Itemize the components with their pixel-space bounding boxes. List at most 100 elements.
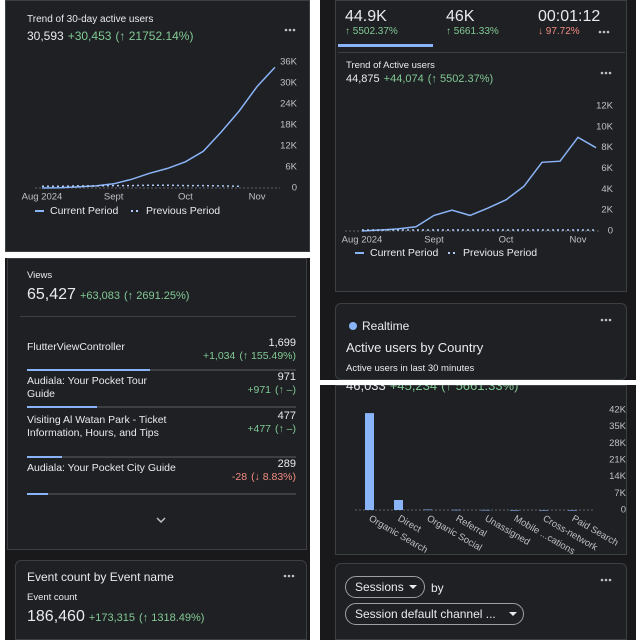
menu-icon[interactable] <box>600 578 612 582</box>
delta: +63,083 <box>79 290 121 302</box>
y-tick-label: 0 <box>621 505 626 516</box>
headline-row: 44,875 +44,074 (↑ 5502.37%) <box>346 73 493 86</box>
row-value: 1,699 <box>268 337 296 349</box>
menu-icon[interactable] <box>600 318 612 322</box>
row-change: +1,034 (↑ 155.49%) <box>199 350 296 363</box>
y-tick-label: 12K <box>596 101 614 112</box>
x-tick-label: Sept <box>424 235 444 246</box>
menu-icon[interactable] <box>598 30 610 34</box>
card-title: Trend of 30-day active users <box>27 14 154 25</box>
expand-chevron[interactable] <box>156 517 166 524</box>
x-tick-label: Oct <box>499 235 514 246</box>
headline-row: 186,460 +173,315 (↑ 1318.49%) <box>27 607 204 626</box>
delta-pct: (↑ 21752.14%) <box>115 29 194 43</box>
y-tick-label: 12K <box>280 141 298 152</box>
delta: +44,074 <box>383 73 424 85</box>
card <box>335 563 627 640</box>
y-tick-label: 6K <box>601 163 613 174</box>
headline: 186,460 <box>27 608 85 625</box>
delta: -28 <box>231 471 248 483</box>
y-tick-label: 0 <box>292 183 297 194</box>
row-change: +477 (↑ –) <box>243 423 296 436</box>
bar <box>539 510 548 511</box>
icons <box>283 28 612 582</box>
y-tick-label: 2K <box>601 205 613 216</box>
realtime-dot <box>349 322 357 330</box>
delta-pct: (↑ 1318.49%) <box>139 612 205 624</box>
card <box>15 560 307 640</box>
row-title: Visiting Al Watan Park - Ticket Informat… <box>27 414 167 439</box>
headline: 65,427 <box>27 286 76 303</box>
metric-change: ↑ 5502.37% <box>345 26 398 37</box>
card <box>7 258 307 550</box>
separator <box>310 0 320 640</box>
dropdown-label: Session default channel ... <box>355 607 496 621</box>
card-title: Active users by Country <box>346 340 484 355</box>
separator <box>320 380 640 385</box>
dimension-dropdown[interactable]: Session default channel ... <box>345 603 524 625</box>
delta-pct: (↑ 155.49%) <box>239 350 296 362</box>
delta-pct: (↑ –) <box>275 384 296 396</box>
row-title: Audiala: Your Pocket Tour Guide <box>27 375 148 400</box>
x-tick-label: Nov <box>249 192 266 203</box>
dropdown-arrow <box>409 585 417 589</box>
divider <box>20 316 296 317</box>
bar <box>423 509 432 511</box>
legend-label: Previous Period <box>146 205 220 217</box>
line-series <box>361 136 597 232</box>
metric-dropdown[interactable]: Sessions <box>345 576 425 598</box>
card-subtitle: Active users in last 30 minutes <box>346 363 475 374</box>
x-tick-label: Oct <box>178 192 193 203</box>
headline: 44,875 <box>346 73 380 85</box>
metric-label: Event count <box>27 592 78 603</box>
delta: +1,034 <box>202 350 236 362</box>
menu-icon[interactable] <box>284 28 296 32</box>
card <box>335 303 627 380</box>
x-tick-label: Nov <box>570 235 587 246</box>
row-title: Audiala: Your Pocket City Guide <box>27 462 176 474</box>
row-change: -28 (↓ 8.83%) <box>228 471 296 484</box>
legend-label: Current Period <box>370 247 438 259</box>
line-series <box>42 184 240 188</box>
y-tick-label: 10K <box>596 121 614 132</box>
bar <box>481 509 490 511</box>
delta: +173,315 <box>88 612 136 624</box>
bar <box>510 510 519 511</box>
y-tick-label: 35K <box>609 421 627 432</box>
row-bar <box>27 456 62 458</box>
card <box>5 0 310 252</box>
bar-track <box>27 493 296 495</box>
dropdown-label: Sessions <box>355 580 404 594</box>
delta: +971 <box>247 384 271 396</box>
card <box>335 385 627 555</box>
realtime-label: Realtime <box>362 319 410 333</box>
row-bar <box>27 493 48 495</box>
y-tick-label: 18K <box>280 120 298 131</box>
bar-track <box>27 369 296 371</box>
tab-indicator <box>338 44 433 47</box>
menu-icon[interactable] <box>283 574 295 578</box>
y-tick-label: 24K <box>280 99 298 110</box>
y-tick-label: 36K <box>280 57 298 68</box>
line-series <box>41 66 276 189</box>
bar-track <box>27 456 296 458</box>
headline-row: 65,427 +63,083 (↑ 2691.25%) <box>27 285 189 304</box>
metric-change: ↑ 5661.33% <box>446 26 499 37</box>
row-title: FlutterViewController <box>27 341 125 353</box>
y-tick-label: 30K <box>280 78 298 89</box>
delta-pct: (↑ –) <box>275 423 296 435</box>
row-bar <box>27 406 98 408</box>
separator <box>0 252 318 258</box>
x-tick-label: Sept <box>104 192 124 203</box>
bar <box>365 413 374 510</box>
menu-icon[interactable] <box>600 71 612 75</box>
y-tick-label: 8K <box>601 142 613 153</box>
metric-value: 46K <box>446 8 475 25</box>
y-tick-label: 0 <box>608 226 613 237</box>
y-tick-label: 28K <box>609 438 627 449</box>
y-tick-label: 4K <box>601 184 613 195</box>
delta-pct: (↑ 2691.25%) <box>124 290 190 302</box>
metric-label: Views <box>27 270 53 281</box>
bar <box>452 509 461 511</box>
